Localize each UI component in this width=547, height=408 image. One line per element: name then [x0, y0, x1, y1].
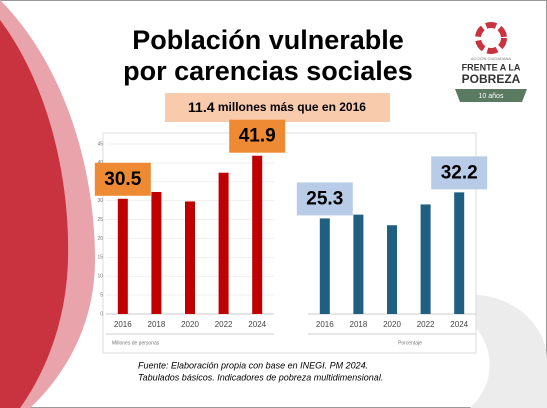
banner-text: 11.4 millones más que en 2016: [188, 99, 366, 115]
logo-line: POBREZA: [462, 72, 521, 86]
deco-red: [0, 20, 69, 408]
y-tick-label: 45: [97, 141, 103, 147]
y-tick-label: 20: [97, 236, 103, 242]
y-tick-label: 0: [100, 311, 103, 317]
bar: [420, 204, 431, 314]
logo: ACCIÓN CIUDADANA FRENTE A LA POBREZA 10 …: [455, 22, 527, 102]
banner-value: 11.4: [188, 99, 215, 115]
title-line: Población vulnerable: [132, 25, 404, 55]
y-tick-label: 10: [97, 274, 103, 280]
y-tick-label: 30: [97, 198, 103, 204]
bar: [117, 198, 128, 314]
title-line: por carencias sociales: [123, 56, 413, 86]
value-label: 41.9: [239, 126, 276, 147]
x-tick-label: 2020: [181, 320, 199, 329]
y-tick-label: 25: [97, 217, 103, 223]
logo-badge: [455, 89, 527, 102]
chart-frame: [102, 132, 477, 354]
value-label-box: [431, 156, 488, 190]
value-label-box: [296, 182, 353, 216]
y-tick-label: 15: [97, 255, 103, 261]
y-tick-label: 5: [100, 292, 103, 298]
x-tick-label: 2020: [383, 320, 401, 329]
bar: [185, 201, 195, 314]
value-label: 32.2: [441, 162, 478, 183]
banner-label: millones más que en 2016: [218, 100, 366, 114]
bar: [387, 225, 397, 314]
x-tick-label: 2024: [248, 320, 266, 329]
x-tick-label: 2018: [350, 320, 368, 329]
charts: 051015202530354045Millones de personas20…: [94, 119, 488, 346]
bar: [454, 192, 465, 314]
logo-badge-text: 10 años: [479, 93, 504, 100]
bar: [252, 155, 263, 314]
value-label: 30.5: [104, 169, 141, 190]
value-label-box: [94, 162, 151, 196]
x-tick-label: 2018: [148, 320, 166, 329]
logo-line: FRENTE A LA: [462, 62, 521, 72]
source: Fuente: Elaboración propia con base en I…: [138, 360, 368, 370]
value-label: 25.3: [306, 188, 343, 209]
x-tick-label: 2022: [417, 320, 435, 329]
banner: [165, 93, 390, 122]
logo-small: ACCIÓN CIUDADANA: [471, 56, 512, 61]
x-axis-label: Porcentaje: [398, 340, 422, 346]
x-tick-label: 2016: [316, 320, 334, 329]
x-axis-label: Millones de personas: [112, 340, 160, 346]
bar: [319, 218, 330, 314]
x-tick-label: 2022: [215, 320, 233, 329]
x-tick-label: 2024: [450, 320, 468, 329]
bar: [151, 191, 162, 314]
deco-grey: [440, 294, 547, 408]
x-tick-label: 2016: [114, 320, 132, 329]
logo-icon: [475, 22, 507, 54]
value-label-box: [229, 119, 286, 153]
bar: [218, 172, 229, 314]
bar: [353, 214, 364, 314]
source: Tabulados básicos. Indicadores de pobrez…: [138, 372, 383, 382]
